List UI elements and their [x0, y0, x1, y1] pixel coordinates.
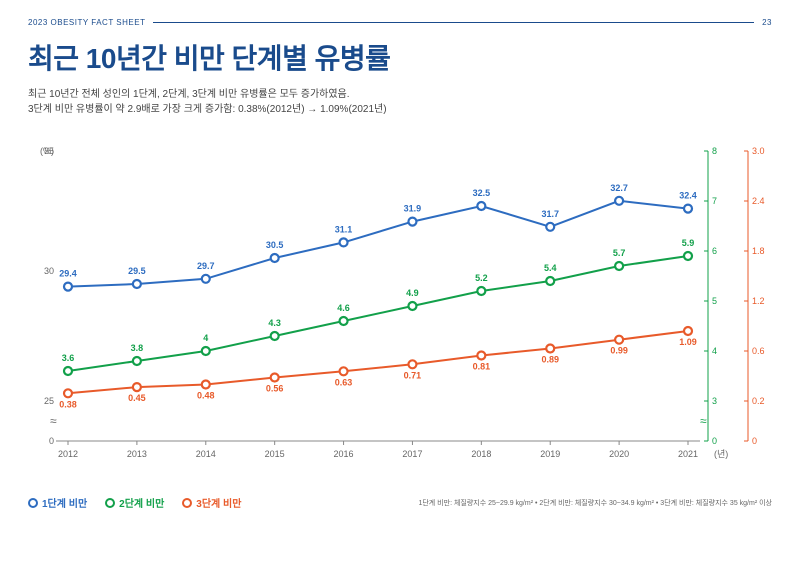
svg-text:30: 30	[44, 266, 54, 276]
svg-text:5.7: 5.7	[613, 248, 626, 258]
svg-text:25: 25	[44, 396, 54, 406]
svg-text:4.3: 4.3	[268, 318, 281, 328]
svg-text:2.4: 2.4	[752, 196, 765, 206]
svg-text:0: 0	[752, 436, 757, 446]
header-rule: 2023 OBESITY FACT SHEET 23	[28, 18, 772, 27]
svg-text:0.45: 0.45	[128, 393, 146, 403]
svg-text:6: 6	[712, 246, 717, 256]
page-title: 최근 10년간 비만 단계별 유병률	[28, 37, 772, 77]
chart-svg: 0253035(%)≈0345678≈00.20.61.21.82.43.020…	[28, 141, 772, 481]
svg-text:32.7: 32.7	[610, 183, 628, 193]
svg-text:3.6: 3.6	[62, 353, 75, 363]
svg-text:2017: 2017	[402, 449, 422, 459]
legend-label: 3단계 비만	[196, 495, 241, 510]
legend-label: 2단계 비만	[119, 495, 164, 510]
svg-text:4: 4	[203, 333, 208, 343]
svg-text:2012: 2012	[58, 449, 78, 459]
page: 2023 OBESITY FACT SHEET 23 최근 10년간 비만 단계…	[0, 0, 800, 572]
svg-text:31.7: 31.7	[541, 209, 559, 219]
svg-text:5.9: 5.9	[682, 238, 695, 248]
legend-marker	[105, 498, 115, 508]
svg-text:2021: 2021	[678, 449, 698, 459]
svg-text:2014: 2014	[196, 449, 216, 459]
header-line	[153, 22, 754, 23]
svg-text:1.8: 1.8	[752, 246, 765, 256]
svg-text:2020: 2020	[609, 449, 629, 459]
subtitle-2: 3단계 비만 유병률이 약 2.9배로 가장 크게 증가함: 0.38%(201…	[28, 102, 772, 117]
svg-text:(년): (년)	[714, 449, 728, 459]
svg-text:32.4: 32.4	[679, 191, 697, 201]
svg-text:0.81: 0.81	[473, 362, 491, 372]
svg-text:0.63: 0.63	[335, 377, 353, 387]
svg-text:4.6: 4.6	[337, 303, 350, 313]
svg-text:7: 7	[712, 196, 717, 206]
svg-text:1.09: 1.09	[679, 337, 697, 347]
svg-text:2013: 2013	[127, 449, 147, 459]
svg-text:0.2: 0.2	[752, 396, 765, 406]
svg-text:8: 8	[712, 146, 717, 156]
header-page-num: 23	[762, 18, 772, 27]
svg-text:3: 3	[712, 396, 717, 406]
svg-text:3.0: 3.0	[752, 146, 765, 156]
svg-text:0.48: 0.48	[197, 391, 215, 401]
svg-text:0.38: 0.38	[59, 399, 77, 409]
svg-text:32.5: 32.5	[473, 188, 491, 198]
svg-text:5.2: 5.2	[475, 273, 488, 283]
svg-text:31.9: 31.9	[404, 204, 422, 214]
svg-text:0.56: 0.56	[266, 384, 284, 394]
subtitle-1: 최근 10년간 전체 성인의 1단계, 2단계, 3단계 비만 유병률은 모두 …	[28, 87, 772, 102]
svg-text:0: 0	[712, 436, 717, 446]
svg-text:31.1: 31.1	[335, 224, 353, 234]
svg-text:0.99: 0.99	[610, 346, 628, 356]
svg-text:30.5: 30.5	[266, 240, 284, 250]
legend-label: 1단계 비만	[42, 495, 87, 510]
svg-text:0.6: 0.6	[752, 346, 765, 356]
svg-text:3.8: 3.8	[131, 343, 144, 353]
legend-marker	[28, 498, 38, 508]
svg-text:1.2: 1.2	[752, 296, 765, 306]
legend-item: 2단계 비만	[105, 495, 164, 510]
svg-text:2016: 2016	[334, 449, 354, 459]
svg-text:2015: 2015	[265, 449, 285, 459]
svg-text:2018: 2018	[471, 449, 491, 459]
legend-marker	[182, 498, 192, 508]
legend-row: 1단계 비만 2단계 비만 3단계 비만 1단계 비만: 체질량지수 25~29.9…	[28, 495, 772, 510]
svg-text:4.9: 4.9	[406, 288, 419, 298]
svg-text:≈: ≈	[50, 414, 57, 428]
chart: 0253035(%)≈0345678≈00.20.61.21.82.43.020…	[28, 141, 772, 481]
svg-text:5: 5	[712, 296, 717, 306]
svg-text:(%): (%)	[40, 146, 54, 156]
svg-text:0.71: 0.71	[404, 370, 422, 380]
svg-text:4: 4	[712, 346, 717, 356]
footnote: 1단계 비만: 체질량지수 25~29.9 kg/m² • 2단계 비만: 체질…	[418, 498, 772, 508]
svg-text:29.5: 29.5	[128, 266, 146, 276]
svg-text:0: 0	[49, 436, 54, 446]
header-left-text: 2023 OBESITY FACT SHEET	[28, 18, 145, 27]
svg-text:29.7: 29.7	[197, 261, 215, 271]
svg-text:0.89: 0.89	[541, 355, 559, 365]
svg-text:2019: 2019	[540, 449, 560, 459]
legend: 1단계 비만 2단계 비만 3단계 비만	[28, 495, 241, 510]
svg-text:≈: ≈	[700, 414, 707, 428]
svg-text:5.4: 5.4	[544, 263, 557, 273]
legend-item: 1단계 비만	[28, 495, 87, 510]
svg-text:29.4: 29.4	[59, 269, 77, 279]
legend-item: 3단계 비만	[182, 495, 241, 510]
